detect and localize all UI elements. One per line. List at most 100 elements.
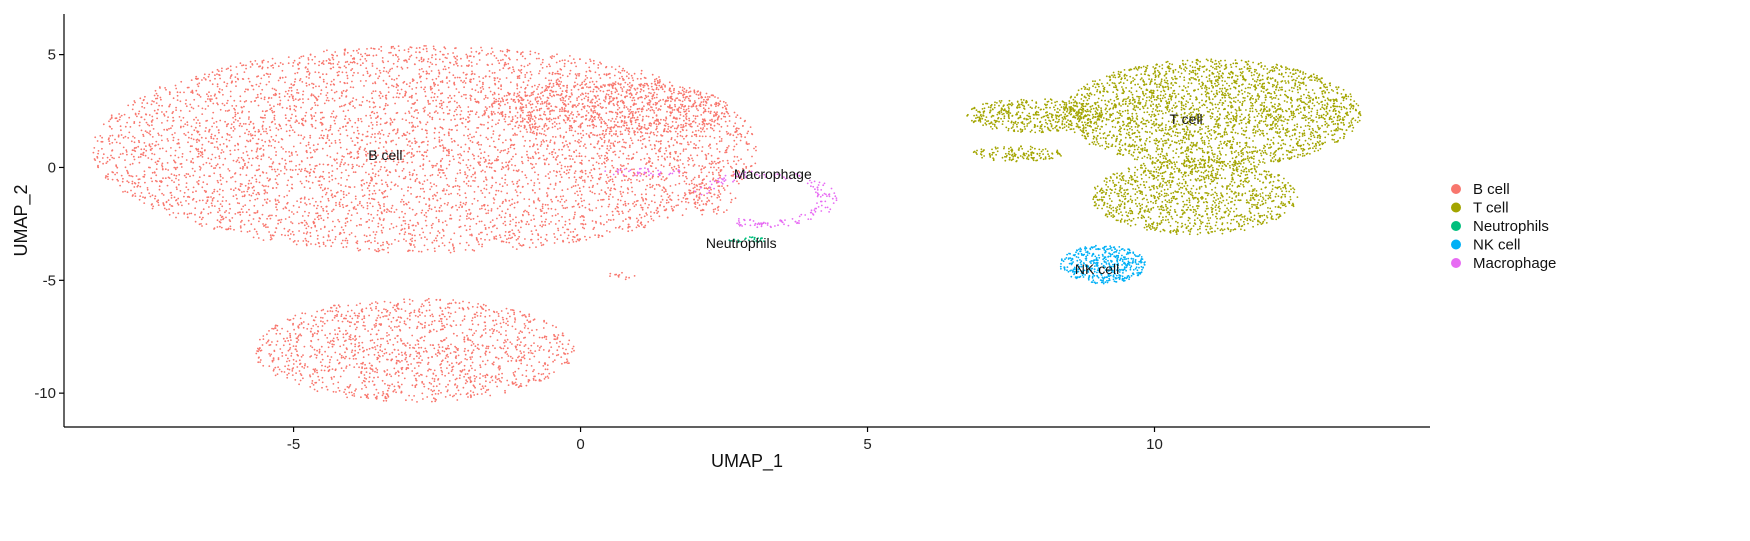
data-point (455, 62, 458, 65)
data-point (140, 153, 143, 156)
data-point (460, 57, 462, 60)
data-point (521, 220, 523, 223)
data-point (210, 142, 213, 145)
data-point (388, 132, 391, 135)
data-point (442, 118, 445, 121)
data-point (127, 137, 130, 139)
data-point (341, 203, 344, 206)
data-point (290, 93, 293, 96)
data-point (216, 163, 219, 166)
data-point (279, 62, 282, 64)
data-point (471, 141, 474, 144)
data-point (508, 234, 511, 237)
data-point (678, 182, 681, 185)
data-point (268, 126, 271, 128)
data-point (186, 124, 189, 126)
data-point (173, 166, 176, 169)
data-point (198, 122, 201, 125)
data-point (274, 92, 277, 95)
data-point (673, 206, 676, 208)
data-point (292, 213, 295, 215)
data-point (559, 98, 562, 100)
data-point (308, 83, 311, 86)
data-point (165, 208, 168, 211)
data-point (606, 145, 609, 147)
data-point (370, 92, 373, 95)
data-point (555, 195, 558, 198)
data-point (728, 115, 731, 117)
data-point (408, 85, 411, 88)
data-point (484, 208, 487, 211)
data-point (473, 55, 475, 58)
data-point (387, 247, 389, 249)
data-point (537, 157, 540, 160)
data-point (409, 178, 412, 181)
data-point (178, 183, 180, 186)
data-point (538, 188, 541, 190)
data-point (256, 63, 259, 65)
data-point (328, 145, 331, 148)
data-point (507, 168, 510, 171)
data-point (129, 126, 132, 128)
data-point (369, 74, 372, 76)
data-point (692, 147, 695, 149)
data-point (218, 193, 221, 196)
data-point (354, 198, 357, 200)
data-point (272, 138, 275, 141)
data-point (408, 171, 411, 174)
data-point (687, 107, 690, 110)
data-point (133, 121, 136, 123)
data-point (224, 211, 226, 214)
data-point (646, 162, 648, 164)
data-point (450, 137, 453, 140)
data-point (469, 225, 471, 228)
data-point (353, 144, 356, 147)
data-point (372, 172, 374, 175)
data-point (262, 171, 265, 174)
data-point (195, 200, 198, 203)
data-point (380, 179, 383, 182)
data-point (158, 104, 161, 107)
data-point (397, 161, 400, 164)
data-point (443, 244, 446, 247)
data-point (288, 151, 290, 153)
data-point (180, 80, 183, 83)
data-point (301, 119, 304, 122)
data-point (643, 157, 646, 160)
data-point (694, 101, 697, 104)
data-point (651, 186, 653, 188)
data-point (327, 129, 330, 132)
data-point (436, 162, 438, 165)
data-point (314, 62, 316, 65)
data-point (101, 157, 104, 159)
data-point (396, 163, 398, 166)
data-point (117, 120, 119, 123)
data-point (607, 158, 609, 161)
data-point (619, 199, 622, 202)
data-point (365, 181, 368, 184)
data-point (234, 113, 237, 116)
data-point (155, 102, 158, 104)
data-point (384, 196, 386, 198)
data-point (447, 132, 450, 135)
data-point (155, 92, 158, 95)
data-point (550, 198, 552, 201)
data-point (606, 230, 608, 232)
data-point (630, 181, 633, 184)
data-point (552, 82, 555, 85)
data-point (210, 135, 213, 138)
data-point (500, 149, 503, 152)
data-point (359, 146, 362, 148)
data-point (439, 126, 442, 129)
data-point (536, 143, 539, 146)
data-point (290, 117, 292, 120)
data-point (433, 92, 436, 95)
data-point (431, 63, 434, 65)
data-point (151, 207, 154, 210)
data-point (368, 100, 371, 103)
data-point (270, 97, 273, 99)
data-point (276, 203, 278, 206)
data-point (415, 212, 418, 215)
data-point (232, 126, 235, 128)
data-point (713, 166, 715, 169)
